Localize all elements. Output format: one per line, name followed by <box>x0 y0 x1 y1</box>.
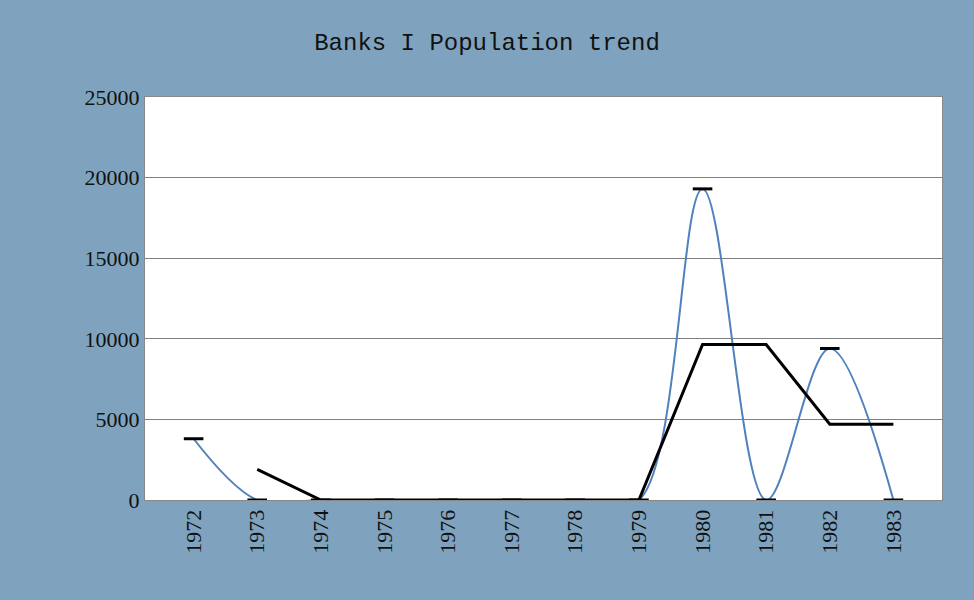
svg-text:1981: 1981 <box>753 510 778 554</box>
svg-text:10000: 10000 <box>85 327 140 352</box>
svg-text:5000: 5000 <box>96 407 140 432</box>
svg-text:1972: 1972 <box>181 510 206 554</box>
svg-text:25000: 25000 <box>85 85 140 110</box>
svg-text:1979: 1979 <box>626 510 651 554</box>
svg-text:Banks I Population trend: Banks I Population trend <box>314 30 660 57</box>
svg-text:1980: 1980 <box>690 510 715 554</box>
svg-text:1983: 1983 <box>881 510 906 554</box>
svg-text:1973: 1973 <box>244 510 269 554</box>
svg-text:1982: 1982 <box>817 510 842 554</box>
svg-text:1974: 1974 <box>308 510 333 554</box>
svg-text:1978: 1978 <box>562 510 587 554</box>
svg-text:1976: 1976 <box>435 510 460 554</box>
svg-text:20000: 20000 <box>85 165 140 190</box>
svg-text:1975: 1975 <box>372 510 397 554</box>
svg-text:1977: 1977 <box>499 510 524 554</box>
svg-text:15000: 15000 <box>85 246 140 271</box>
svg-text:0: 0 <box>129 488 140 513</box>
